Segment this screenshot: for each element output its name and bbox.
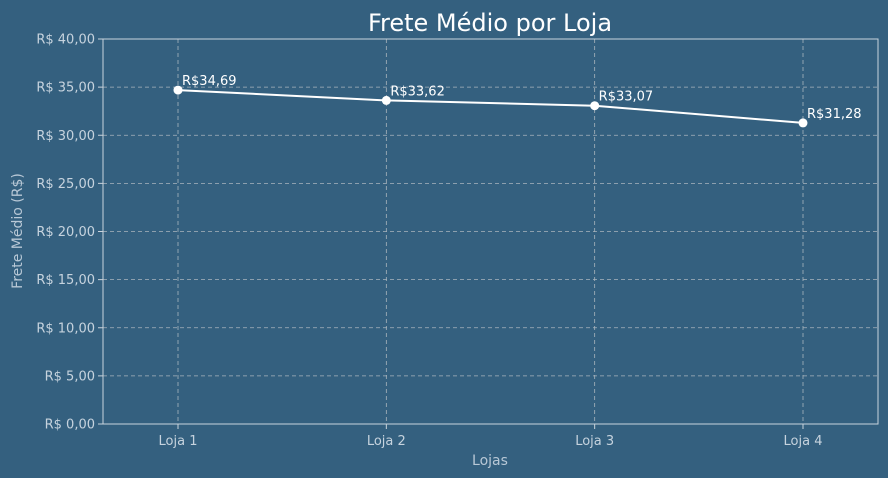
x-tick-label: Loja 1	[159, 434, 198, 449]
y-tick-label: R$ 20,00	[36, 225, 95, 240]
y-tick-label: R$ 15,00	[36, 273, 95, 288]
grid	[103, 39, 878, 424]
data-label: R$33,62	[390, 84, 445, 99]
x-tick-label: Loja 2	[367, 434, 406, 449]
y-tick-label: R$ 25,00	[36, 177, 95, 192]
x-tick-label: Loja 4	[784, 434, 823, 449]
x-axis-ticks: Loja 1 Loja 2 Loja 3 Loja 4	[159, 424, 823, 449]
x-axis-title: Lojas	[472, 453, 508, 469]
data-label: R$31,28	[807, 107, 862, 122]
data-point	[173, 85, 183, 95]
data-label: R$33,07	[599, 90, 654, 105]
y-tick-label: R$ 0,00	[45, 418, 95, 433]
x-tick-label: Loja 3	[575, 434, 614, 449]
y-tick-label: R$ 5,00	[45, 369, 95, 384]
y-axis-ticks: R$ 0,00 R$ 5,00 R$ 10,00 R$ 15,00 R$ 20,00 R$…	[36, 33, 103, 433]
y-tick-label: R$ 10,00	[36, 321, 95, 336]
y-tick-label: R$ 40,00	[36, 33, 95, 48]
y-axis-title: Frete Médio (R$)	[10, 173, 26, 289]
y-tick-label: R$ 30,00	[36, 129, 95, 144]
data-point	[381, 95, 391, 105]
series: R$34,69 R$33,62 R$33,07 R$31,28	[173, 74, 862, 128]
data-point	[798, 118, 808, 128]
data-label: R$34,69	[182, 74, 237, 89]
series-line	[177, 89, 804, 124]
y-tick-label: R$ 35,00	[36, 81, 95, 96]
data-point	[590, 101, 600, 111]
chart-title: Frete Médio por Loja	[368, 9, 612, 37]
